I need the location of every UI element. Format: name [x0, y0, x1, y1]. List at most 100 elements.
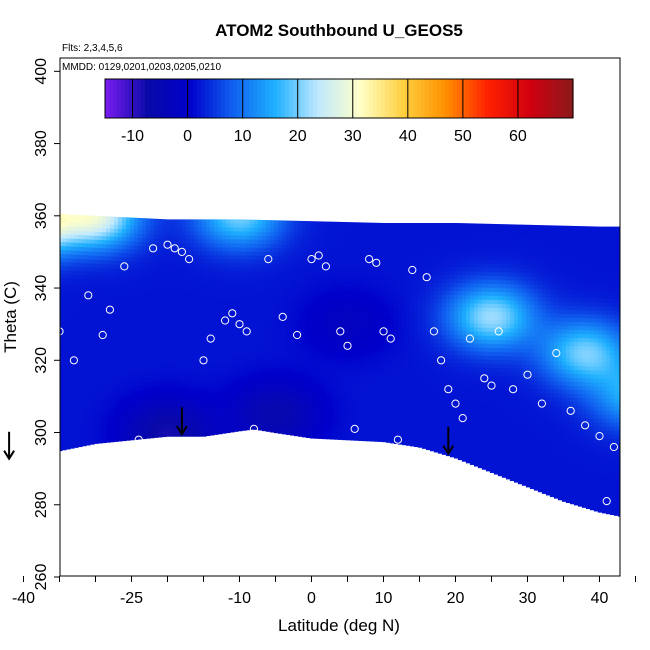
field-cell: [65, 390, 71, 395]
field-cell: [0, 395, 3, 400]
field-cell: [85, 419, 91, 424]
field-cell: [121, 261, 127, 266]
field-cell: [117, 333, 123, 338]
field-cell: [133, 357, 139, 363]
field-cell: [46, 401, 51, 406]
field-cell: [54, 306, 59, 311]
field-cell: [26, 260, 31, 265]
field-cell: [69, 258, 75, 264]
field-cell: [133, 425, 139, 431]
field-cell: [0, 443, 3, 448]
field-cell: [18, 248, 23, 253]
field-cell: [61, 362, 67, 367]
field-cell: [105, 236, 111, 241]
field-cell: [129, 285, 135, 291]
field-cell: [22, 268, 27, 273]
field-cell: [46, 397, 51, 402]
field-cell: [34, 377, 39, 382]
field-cell: [137, 258, 143, 263]
field-cell: [101, 356, 107, 361]
field-cell: [109, 344, 115, 350]
field-cell: [117, 225, 123, 230]
field-cell: [121, 229, 127, 234]
field-cell: [117, 429, 123, 434]
field-cell: [121, 249, 127, 254]
field-cell: [77, 295, 83, 300]
field-cell: [6, 259, 11, 264]
field-cell: [50, 230, 55, 235]
field-cell: [46, 449, 51, 453]
field-cell: [85, 223, 91, 228]
field-cell: [125, 261, 131, 266]
field-cell: [26, 232, 31, 237]
field-cell: [77, 363, 83, 368]
field-cell: [73, 338, 79, 344]
field-cell: [61, 342, 67, 347]
field-cell: [105, 264, 111, 269]
field-cell: [61, 318, 67, 323]
field-cell: [60, 234, 63, 239]
field-cell: [30, 389, 35, 394]
field-cell: [54, 254, 59, 259]
field-cell: [14, 372, 19, 377]
field-cell: [133, 229, 139, 235]
field-cell: [97, 332, 103, 337]
field-cell: [65, 426, 71, 431]
field-cell: [26, 244, 31, 249]
field-cell: [0, 363, 3, 368]
field-cell: [14, 236, 19, 241]
field-cell: [61, 298, 67, 303]
field-cell: [89, 255, 95, 261]
field-cell: [54, 266, 59, 271]
field-cell: [77, 255, 83, 260]
field-cell: [121, 253, 127, 258]
field-cell: [69, 410, 75, 416]
field-cell: [133, 225, 139, 231]
field-cell: [6, 379, 11, 384]
field-cell: [65, 362, 71, 367]
field-cell: [42, 305, 47, 310]
field-cell: [22, 456, 27, 458]
field-cell: [65, 438, 71, 443]
field-cell: [42, 237, 47, 242]
field-cell: [30, 397, 35, 402]
field-cell: [22, 376, 27, 381]
field-cell: [77, 411, 83, 416]
field-cell: [30, 309, 35, 314]
field-cell: [26, 248, 31, 253]
field-cell: [6, 211, 11, 216]
field-cell: [54, 242, 59, 247]
field-cell: [22, 356, 27, 361]
field-cell: [0, 431, 3, 436]
field-cell: [113, 292, 119, 298]
field-cell: [81, 331, 87, 336]
field-cell: [0, 367, 3, 372]
field-cell: [69, 446, 75, 449]
field-cell: [105, 244, 111, 249]
field-cell: [105, 252, 111, 257]
field-cell: [117, 345, 123, 350]
field-cell: [26, 400, 31, 405]
field-cell: [105, 324, 111, 329]
field-cell: [22, 352, 27, 357]
field-cell: [129, 329, 135, 335]
field-cell: [81, 351, 87, 356]
field-cell: [60, 286, 63, 291]
field-cell: [113, 240, 119, 246]
field-cell: [117, 217, 123, 222]
field-cell: [121, 369, 127, 374]
field-cell: [34, 321, 39, 326]
field-cell: [125, 249, 131, 254]
field-cell: [85, 391, 91, 396]
field-cell: [101, 328, 107, 333]
field-cell: [85, 443, 91, 446]
field-cell: [101, 288, 107, 293]
field-cell: [22, 380, 27, 385]
field-cell: [0, 219, 3, 224]
field-cell: [125, 265, 131, 270]
field-cell: [105, 344, 111, 349]
field-cell: [93, 243, 99, 249]
field-cell: [97, 308, 103, 313]
field-cell: [0, 379, 3, 384]
